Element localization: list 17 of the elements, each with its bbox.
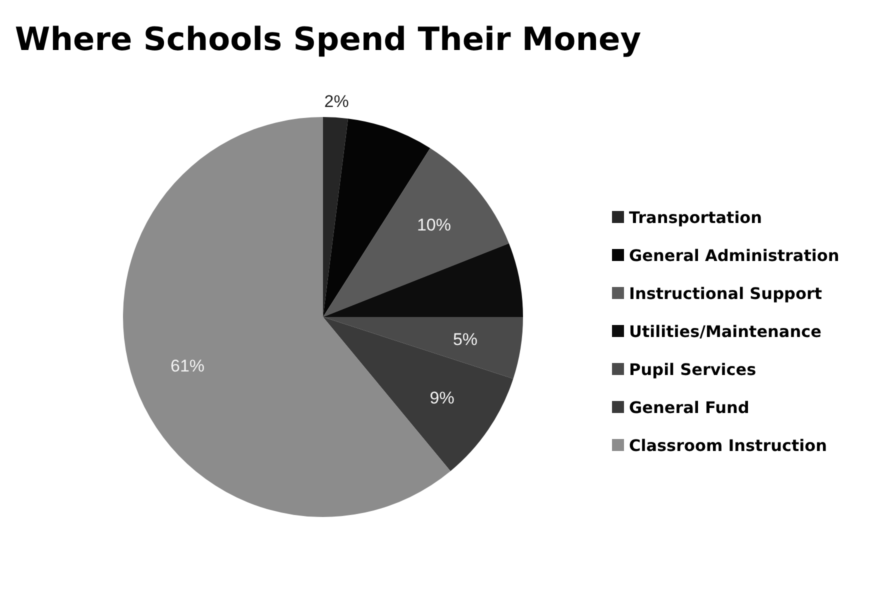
data-label: 9% (430, 388, 454, 408)
legend-label: Pupil Services (629, 360, 756, 378)
pie-slice (323, 117, 348, 317)
data-label: 5% (452, 330, 478, 350)
chart-title: Where Schools Spend Their Money (14, 20, 642, 58)
legend-label: General Administration (629, 246, 840, 264)
pie-slice (323, 317, 523, 379)
data-label: 2% (324, 92, 349, 111)
legend-label: Transportation (629, 208, 762, 226)
legend-label: Instructional Support (629, 284, 822, 302)
pie-slice (323, 148, 509, 317)
pie-slice (323, 317, 514, 472)
legend-label: Classroom Instruction (629, 436, 827, 454)
legend-label: General Fund (629, 398, 750, 416)
data-label: 61% (170, 356, 205, 376)
legend-label: Utilities/Maintenance (629, 322, 822, 340)
data-label: 10% (416, 216, 451, 235)
